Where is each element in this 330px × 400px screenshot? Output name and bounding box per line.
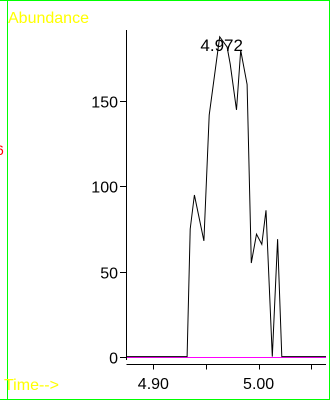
x-tick-label: 5.00: [243, 376, 274, 393]
y-tick-label: 150: [91, 95, 118, 112]
x-ticks: 4.90 5.00: [138, 364, 312, 393]
y-tick-label: 100: [91, 180, 118, 197]
x-tick-label: 4.90: [138, 376, 169, 393]
abundance-trace: [126, 35, 326, 358]
y-ticks: 0 50 100 150: [91, 95, 127, 368]
x-axis-label: Time-->: [4, 377, 59, 394]
y-axis-label: Abundance: [8, 10, 89, 27]
y-tick-label: 0: [109, 351, 118, 368]
left-edge-fragment: 6: [0, 142, 4, 158]
peak-annotation: 4.972: [200, 36, 243, 55]
y-tick-label: 50: [100, 266, 118, 283]
